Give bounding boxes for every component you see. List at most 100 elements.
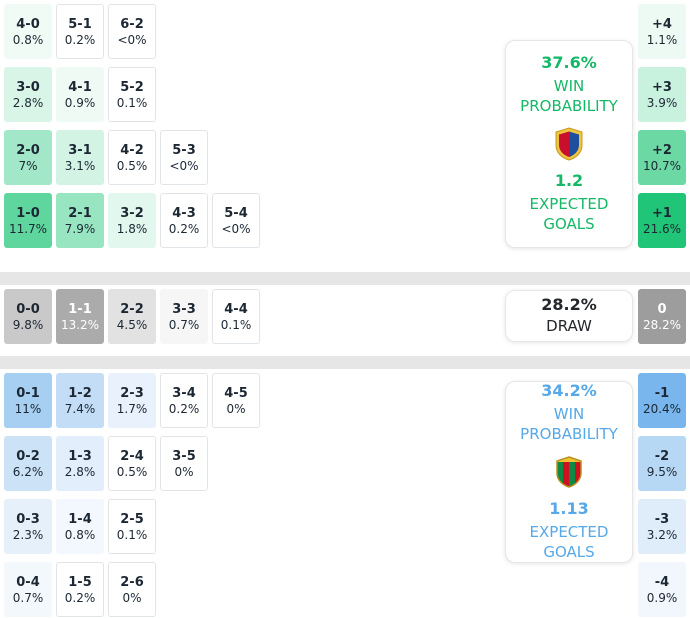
- cell-pct: 0.8%: [64, 527, 96, 542]
- cell-pct: 3.9%: [646, 95, 678, 110]
- cell-pct: 1.7%: [116, 401, 148, 416]
- cell-pct: 0.9%: [646, 590, 678, 605]
- cell-score: 4-3: [172, 205, 196, 221]
- score-cell-3-5: 3-5 0%: [160, 436, 208, 491]
- label-line: PROBABILITY: [520, 424, 618, 443]
- home-score-matrix: 4-0 0.8% 5-1 0.2% 6-2 <0% 3-0 2.8% 4-1 0.9% 5-2 0.1…: [4, 4, 686, 248]
- cell-pct: 21.6%: [642, 221, 682, 236]
- home-score-row: 4-0 0.8% 5-1 0.2% 6-2 <0%: [4, 4, 686, 59]
- cell-pct: 13.2%: [60, 317, 100, 332]
- cell-pct: 7.9%: [64, 221, 96, 236]
- cell-score: 4-5: [224, 385, 248, 401]
- cell-score: 1-0: [16, 205, 40, 221]
- score-cell-0-1: 0-1 11%: [4, 373, 52, 428]
- cell-pct: 0.2%: [64, 590, 96, 605]
- home-expected-goals-label: EXPECTED GOALS: [530, 195, 609, 234]
- cell-score: +3: [652, 79, 672, 95]
- score-cell-3-2: 3-2 1.8%: [108, 193, 156, 248]
- score-cell-5-4: 5-4 <0%: [212, 193, 260, 248]
- score-cell-0-2: 0-2 6.2%: [4, 436, 52, 491]
- goal-diff-cell-+1: +1 21.6%: [638, 193, 686, 248]
- cell-pct: 0.9%: [64, 95, 96, 110]
- cell-score: 2-6: [120, 574, 144, 590]
- cell-pct: 3.1%: [64, 158, 96, 173]
- draw-card: 28.2% DRAW: [505, 290, 633, 342]
- cell-pct: 2.8%: [64, 464, 96, 479]
- away-score-row: 0-4 0.7% 1-5 0.2% 2-6 0%: [4, 562, 686, 617]
- away-score-row: 0-2 6.2% 1-3 2.8% 2-4 0.5% 3-5 0%: [4, 436, 686, 491]
- score-cell-1-4: 1-4 0.8%: [56, 499, 104, 554]
- cell-score: 0: [657, 301, 667, 317]
- cell-pct: 0.2%: [168, 221, 200, 236]
- goal-diff-cell--1: -1 20.4%: [638, 373, 686, 428]
- score-cell-2-2: 2-2 4.5%: [108, 289, 156, 344]
- cell-pct: 0%: [226, 401, 246, 416]
- cell-score: 5-3: [172, 142, 196, 158]
- home-win-probability-value: 37.6%: [541, 52, 597, 72]
- score-cell-6-2: 6-2 <0%: [108, 4, 156, 59]
- cell-pct: 9.5%: [646, 464, 678, 479]
- score-cell-2-6: 2-6 0%: [108, 562, 156, 617]
- home-score-row: 1-0 11.7% 2-1 7.9% 3-2 1.8% 4-3 0.2% 5-4 <0%: [4, 193, 686, 248]
- section-divider: [0, 272, 690, 285]
- score-cell-1-5: 1-5 0.2%: [56, 562, 104, 617]
- label-line: WIN: [553, 405, 585, 423]
- cell-pct: 1.8%: [116, 221, 148, 236]
- cell-pct: 9.8%: [12, 317, 44, 332]
- cell-score: -2: [654, 448, 670, 464]
- score-cell-2-3: 2-3 1.7%: [108, 373, 156, 428]
- cell-pct: 1.1%: [646, 32, 678, 47]
- cell-score: 3-5: [172, 448, 196, 464]
- score-cell-2-1: 2-1 7.9%: [56, 193, 104, 248]
- cell-pct: 7%: [18, 158, 38, 173]
- cell-score: 3-0: [16, 79, 40, 95]
- cell-score: 2-0: [16, 142, 40, 158]
- cell-pct: 20.4%: [642, 401, 682, 416]
- goal-diff-cell--4: -4 0.9%: [638, 562, 686, 617]
- cell-pct: 11%: [14, 401, 42, 416]
- cell-score: 3-3: [172, 301, 196, 317]
- goal-diff-cell-+2: +2 10.7%: [638, 130, 686, 185]
- cell-pct: 0.5%: [116, 158, 148, 173]
- cell-pct: 2.8%: [12, 95, 44, 110]
- draw-section: 0-0 9.8% 1-1 13.2% 2-2 4.5% 3-3 0.7% 4-4 0.1% 0 28…: [0, 285, 690, 356]
- cell-pct: 4.5%: [116, 317, 148, 332]
- score-cell-4-0: 4-0 0.8%: [4, 4, 52, 59]
- section-divider: [0, 356, 690, 369]
- away-score-row: 0-3 2.3% 1-4 0.8% 2-5 0.1%: [4, 499, 686, 554]
- cell-pct: <0%: [117, 32, 147, 47]
- away-team-badge-icon: [554, 455, 584, 489]
- cell-pct: 0%: [174, 464, 194, 479]
- cell-pct: 0.1%: [116, 95, 148, 110]
- home-score-row: 2-0 7% 3-1 3.1% 4-2 0.5% 5-3 <0%: [4, 130, 686, 185]
- label-line: DRAW: [546, 316, 592, 335]
- score-cell-5-2: 5-2 0.1%: [108, 67, 156, 122]
- score-cell-4-2: 4-2 0.5%: [108, 130, 156, 185]
- cell-pct: <0%: [221, 221, 251, 236]
- away-win-probability-value: 34.2%: [541, 380, 597, 400]
- cell-score: 6-2: [120, 16, 144, 32]
- score-cell-3-0: 3-0 2.8%: [4, 67, 52, 122]
- home-win-card: 37.6% WIN PROBABILITY 1.2 EXPECTED GOALS: [505, 40, 633, 248]
- cell-pct: 10.7%: [642, 158, 682, 173]
- score-cell-1-1: 1-1 13.2%: [56, 289, 104, 344]
- cell-score: 4-4: [224, 301, 248, 317]
- cell-pct: 2.3%: [12, 527, 44, 542]
- cell-score: 2-4: [120, 448, 144, 464]
- label-line: WIN: [553, 77, 585, 95]
- draw-probability-value: 28.2%: [541, 294, 597, 314]
- cell-score: 5-2: [120, 79, 144, 95]
- label-line: GOALS: [543, 214, 595, 233]
- label-line: EXPECTED: [529, 523, 609, 542]
- score-cell-5-1: 5-1 0.2%: [56, 4, 104, 59]
- cell-pct: 0.5%: [116, 464, 148, 479]
- cell-score: 1-3: [68, 448, 92, 464]
- cell-score: 1-4: [68, 511, 92, 527]
- score-cell-0-4: 0-4 0.7%: [4, 562, 52, 617]
- cell-pct: <0%: [169, 158, 199, 173]
- cell-score: 2-2: [120, 301, 144, 317]
- away-score-row: 0-1 11% 1-2 7.4% 2-3 1.7% 3-4 0.2% 4-5 0%: [4, 373, 686, 428]
- cell-score: 1-2: [68, 385, 92, 401]
- score-cell-2-0: 2-0 7%: [4, 130, 52, 185]
